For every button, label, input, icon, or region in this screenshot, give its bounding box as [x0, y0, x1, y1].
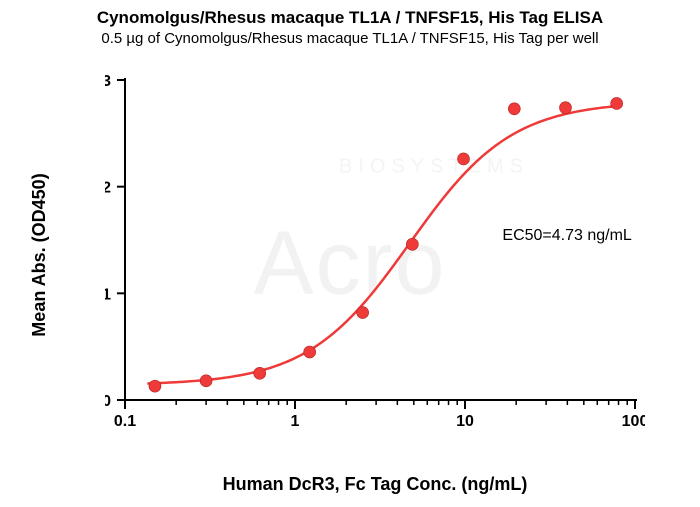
data-point	[508, 103, 520, 115]
elisa-chart-container: Acro BIOSYSTEMS Cynomolgus/Rhesus macaqu…	[0, 0, 700, 507]
x-tick-label: 100	[622, 413, 645, 430]
ec50-annotation: EC50=4.73 ng/mL	[502, 227, 632, 244]
data-point	[254, 367, 266, 379]
data-point	[357, 307, 369, 319]
plot-area: 0 1 2 3 0.1 1 10 100 EC50=4.73 ng/mL	[105, 70, 645, 430]
chart-title: Cynomolgus/Rhesus macaque TL1A / TNFSF15…	[0, 8, 700, 28]
plot-svg: 0 1 2 3 0.1 1 10 100 EC50=4.73 ng/mL	[105, 70, 645, 430]
y-tick-label: 2	[105, 180, 111, 197]
data-point	[200, 375, 212, 387]
x-tick-label: 10	[456, 413, 474, 430]
y-axis-title: Mean Abs. (OD450)	[29, 173, 49, 336]
data-point	[406, 238, 418, 250]
x-tick-label: 0.1	[114, 413, 136, 430]
x-tick-label: 1	[291, 413, 300, 430]
y-tick-label: 3	[105, 73, 111, 90]
y-tick-label: 0	[105, 393, 111, 410]
chart-subtitle: 0.5 µg of Cynomolgus/Rhesus macaque TL1A…	[0, 30, 700, 47]
y-tick-label: 1	[105, 286, 111, 303]
data-point	[559, 102, 571, 114]
data-point	[611, 97, 623, 109]
data-point	[149, 380, 161, 392]
data-point	[458, 153, 470, 165]
fit-curve	[147, 106, 622, 384]
data-point	[304, 346, 316, 358]
x-axis-title: Human DcR3, Fc Tag Conc. (ng/mL)	[223, 474, 528, 494]
title-area: Cynomolgus/Rhesus macaque TL1A / TNFSF15…	[0, 8, 700, 47]
